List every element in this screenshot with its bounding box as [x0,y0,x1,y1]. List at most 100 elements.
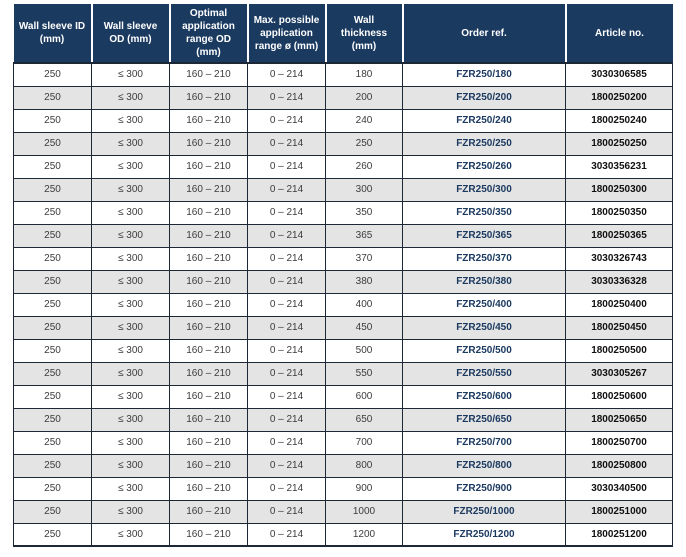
table-row: 250 ≤ 300 160 – 210 0 – 214 300 FZR250/300 180… [13,177,673,202]
max-application-range-cell: 0 – 214 [247,453,326,478]
order-ref-cell: FZR250/450 [402,315,566,340]
article-no-cell: 3030305267 [565,361,673,386]
wall-thickness-cell: 700 [325,430,403,455]
table-header: Wall sleeve ID (mm) Wall sleeve OD (mm) … [13,4,673,64]
wall-sleeve-id-cell: 250 [13,246,92,271]
optimal-application-range-cell: 160 – 210 [169,315,248,340]
max-application-range-cell: 0 – 214 [247,338,326,363]
wall-thickness-cell: 500 [325,338,403,363]
wall-sleeve-od-cell: ≤ 300 [91,177,170,202]
article-no-cell: 1800250250 [565,131,673,156]
wall-sleeve-id-cell: 250 [13,361,92,386]
table-row: 250 ≤ 300 160 – 210 0 – 214 1000 FZR250/1000 1… [13,499,673,524]
max-application-range-cell: 0 – 214 [247,131,326,156]
order-ref-cell: FZR250/700 [402,430,566,455]
optimal-application-range-cell: 160 – 210 [169,108,248,133]
max-application-range-cell: 0 – 214 [247,522,326,547]
wall-sleeve-id-cell: 250 [13,338,92,363]
optimal-application-range-cell: 160 – 210 [169,246,248,271]
header-wall-sleeve-id: Wall sleeve ID (mm) [13,4,93,64]
optimal-application-range-cell: 160 – 210 [169,361,248,386]
table-row: 250 ≤ 300 160 – 210 0 – 214 240 FZR250/240 180… [13,108,673,133]
wall-sleeve-id-cell: 250 [13,499,92,524]
max-application-range-cell: 0 – 214 [247,154,326,179]
wall-sleeve-od-cell: ≤ 300 [91,269,170,294]
order-ref-cell: FZR250/350 [402,200,566,225]
table-row: 250 ≤ 300 160 – 210 0 – 214 550 FZR250/550 303… [13,361,673,386]
table-row: 250 ≤ 300 160 – 210 0 – 214 260 FZR250/260 303… [13,154,673,179]
order-ref-cell: FZR250/800 [402,453,566,478]
order-ref-cell: FZR250/370 [402,246,566,271]
header-row: Wall sleeve ID (mm) Wall sleeve OD (mm) … [13,4,673,64]
optimal-application-range-cell: 160 – 210 [169,476,248,501]
wall-thickness-cell: 450 [325,315,403,340]
max-application-range-cell: 0 – 214 [247,85,326,110]
wall-sleeve-id-cell: 250 [13,292,92,317]
table-row: 250 ≤ 300 160 – 210 0 – 214 1200 FZR250/1200 1… [13,522,673,547]
article-no-cell: 1800250700 [565,430,673,455]
wall-sleeve-id-cell: 250 [13,384,92,409]
wall-sleeve-od-cell: ≤ 300 [91,430,170,455]
wall-sleeve-id-cell: 250 [13,269,92,294]
wall-sleeve-od-cell: ≤ 300 [91,338,170,363]
article-no-cell: 1800250300 [565,177,673,202]
article-no-cell: 1800250200 [565,85,673,110]
article-no-cell: 1800251000 [565,499,673,524]
wall-sleeve-id-cell: 250 [13,154,92,179]
optimal-application-range-cell: 160 – 210 [169,223,248,248]
table-row: 250 ≤ 300 160 – 210 0 – 214 800 FZR250/800 180… [13,453,673,478]
table-row: 250 ≤ 300 160 – 210 0 – 214 350 FZR250/350 180… [13,200,673,225]
article-no-cell: 1800250600 [565,384,673,409]
order-ref-cell: FZR250/250 [402,131,566,156]
optimal-application-range-cell: 160 – 210 [169,522,248,547]
wall-thickness-cell: 180 [325,62,403,87]
wall-sleeve-id-cell: 250 [13,200,92,225]
order-ref-cell: FZR250/600 [402,384,566,409]
article-no-cell: 1800250240 [565,108,673,133]
wall-sleeve-id-cell: 250 [13,62,92,87]
table-row: 250 ≤ 300 160 – 210 0 – 214 365 FZR250/365 180… [13,223,673,248]
header-wall-thickness: Wall thickness (mm) [324,4,404,64]
wall-thickness-cell: 250 [325,131,403,156]
wall-sleeve-id-cell: 250 [13,223,92,248]
wall-thickness-cell: 550 [325,361,403,386]
table-row: 250 ≤ 300 160 – 210 0 – 214 700 FZR250/700 180… [13,430,673,455]
order-ref-cell: FZR250/240 [402,108,566,133]
wall-thickness-cell: 260 [325,154,403,179]
wall-thickness-cell: 300 [325,177,403,202]
optimal-application-range-cell: 160 – 210 [169,62,248,87]
wall-sleeve-od-cell: ≤ 300 [91,476,170,501]
table-row: 250 ≤ 300 160 – 210 0 – 214 180 FZR250/180 303… [13,62,673,87]
table-row: 250 ≤ 300 160 – 210 0 – 214 500 FZR250/500 180… [13,338,673,363]
article-no-cell: 1800250500 [565,338,673,363]
optimal-application-range-cell: 160 – 210 [169,269,248,294]
optimal-application-range-cell: 160 – 210 [169,499,248,524]
article-no-cell: 3030336328 [565,269,673,294]
wall-sleeve-od-cell: ≤ 300 [91,246,170,271]
wall-sleeve-od-cell: ≤ 300 [91,108,170,133]
wall-sleeve-od-cell: ≤ 300 [91,407,170,432]
max-application-range-cell: 0 – 214 [247,361,326,386]
optimal-application-range-cell: 160 – 210 [169,384,248,409]
optimal-application-range-cell: 160 – 210 [169,430,248,455]
table-row: 250 ≤ 300 160 – 210 0 – 214 900 FZR250/900 303… [13,476,673,501]
table-row: 250 ≤ 300 160 – 210 0 – 214 650 FZR250/650 180… [13,407,673,432]
wall-sleeve-id-cell: 250 [13,177,92,202]
wall-sleeve-od-cell: ≤ 300 [91,453,170,478]
wall-thickness-cell: 600 [325,384,403,409]
max-application-range-cell: 0 – 214 [247,269,326,294]
wall-sleeve-od-cell: ≤ 300 [91,499,170,524]
wall-sleeve-id-cell: 250 [13,476,92,501]
wall-sleeve-id-cell: 250 [13,85,92,110]
wall-sleeve-od-cell: ≤ 300 [91,200,170,225]
order-ref-cell: FZR250/1200 [402,522,566,547]
header-order-ref: Order ref. [401,4,567,64]
wall-sleeve-id-cell: 250 [13,522,92,547]
wall-sleeve-id-cell: 250 [13,430,92,455]
max-application-range-cell: 0 – 214 [247,246,326,271]
wall-sleeve-id-cell: 250 [13,315,92,340]
order-ref-cell: FZR250/180 [402,62,566,87]
table-row: 250 ≤ 300 160 – 210 0 – 214 600 FZR250/600 180… [13,384,673,409]
header-article-no: Article no. [564,4,673,64]
wall-thickness-cell: 365 [325,223,403,248]
